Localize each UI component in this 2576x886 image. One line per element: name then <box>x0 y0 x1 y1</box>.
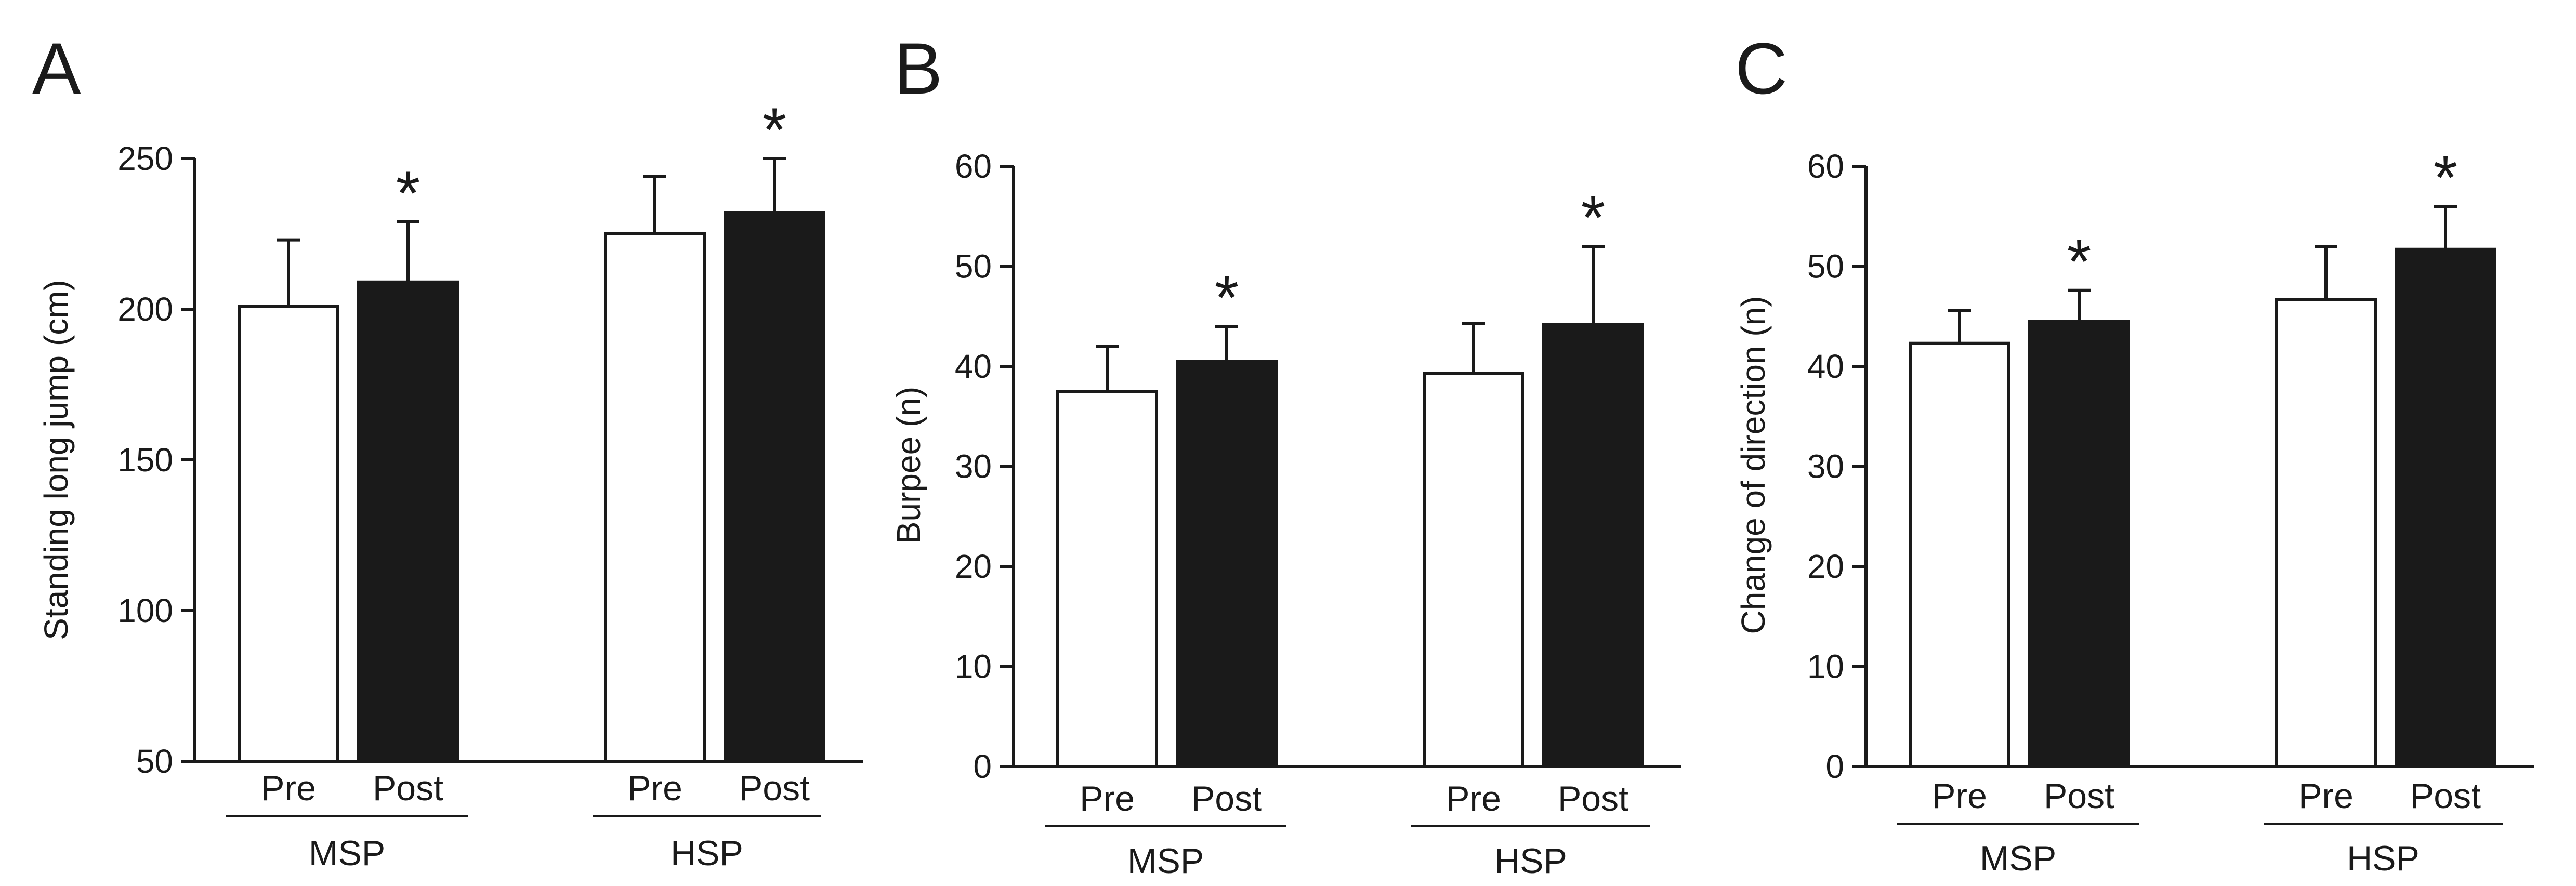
y-tick-label: 30 <box>1807 448 1844 485</box>
group-label: MSP <box>1127 841 1204 881</box>
panel-letter-a: A <box>32 28 81 109</box>
panel-a: A 50 100 150 200 250 Standing long jump (cm) P… <box>32 28 863 873</box>
panel-b: B 0 10 20 30 40 50 60 Burpee (n) Pre * Post MSP Pre *… <box>890 28 1681 881</box>
y-tick-label: 20 <box>1807 548 1844 585</box>
group-label: MSP <box>1980 839 2056 878</box>
category-label: Post <box>1558 779 1628 818</box>
bar-pre <box>2275 298 2377 768</box>
y-axis-title: Change of direction (n) <box>1734 296 1772 634</box>
significance-marker: * <box>396 158 420 228</box>
significance-marker: * <box>763 95 787 165</box>
category-label: Post <box>1191 779 1262 818</box>
y-tick-label: 30 <box>955 448 992 485</box>
panel-c: C 0 10 20 30 40 50 60 Change of direction (n) Pr… <box>1734 28 2534 878</box>
category-label: Pre <box>1932 776 1987 816</box>
category-label: Pre <box>2298 776 2354 816</box>
bar-post <box>1542 323 1644 768</box>
category-label: Pre <box>1080 779 1135 818</box>
bar-pre <box>1909 341 2010 768</box>
significance-marker: * <box>1215 263 1239 333</box>
category-label: Pre <box>1446 779 1501 818</box>
y-tick-label: 0 <box>1825 748 1844 785</box>
significance-marker: * <box>2434 143 2458 213</box>
bar-post <box>1176 360 1278 768</box>
y-axis-title: Burpee (n) <box>890 387 927 544</box>
panel-letter-c: C <box>1735 28 1788 109</box>
bar-post <box>2028 320 2130 768</box>
bar-post <box>357 280 459 763</box>
y-tick-label: 10 <box>955 648 992 685</box>
category-label: Post <box>2410 776 2481 816</box>
y-tick-label: 60 <box>955 148 992 185</box>
y-axis-title: Standing long jump (cm) <box>37 280 75 640</box>
y-tick-label: 200 <box>117 290 173 328</box>
bar-post <box>2395 247 2496 768</box>
y-tick-label: 60 <box>1807 148 1844 185</box>
y-tick-label: 50 <box>1807 248 1844 285</box>
bar-pre <box>604 232 706 763</box>
y-tick-label: 10 <box>1807 648 1844 685</box>
y-tick-label: 50 <box>955 248 992 285</box>
significance-marker: * <box>2067 227 2092 297</box>
bar-post <box>724 211 825 763</box>
y-tick-label: 40 <box>955 348 992 385</box>
bar-pre <box>1423 372 1524 768</box>
group-label: HSP <box>1494 841 1567 881</box>
group-label: HSP <box>671 834 743 873</box>
panel-letter-b: B <box>894 28 942 109</box>
category-label: Pre <box>627 769 682 808</box>
group-label: HSP <box>2347 839 2420 878</box>
bar-pre <box>1056 390 1158 768</box>
y-tick-label: 100 <box>117 592 173 629</box>
y-tick-label: 0 <box>973 748 992 785</box>
y-tick-label: 40 <box>1807 348 1844 385</box>
category-label: Pre <box>261 769 316 808</box>
category-label: Post <box>373 769 443 808</box>
bar-pre <box>238 305 339 763</box>
y-tick-label: 250 <box>117 140 173 177</box>
y-tick-label: 150 <box>117 441 173 479</box>
category-label: Post <box>2044 776 2114 816</box>
significance-marker: * <box>1581 183 1606 253</box>
group-label: MSP <box>309 834 385 873</box>
y-tick-label: 50 <box>136 743 173 780</box>
y-tick-label: 20 <box>955 548 992 585</box>
category-label: Post <box>739 769 810 808</box>
